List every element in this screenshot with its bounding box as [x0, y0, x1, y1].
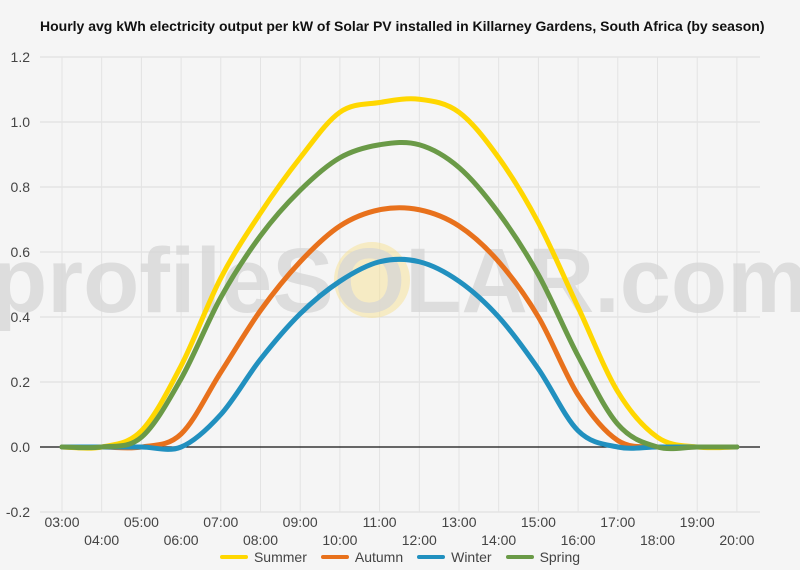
x-tick-label: 03:00: [44, 514, 79, 530]
legend-swatch: [417, 555, 446, 559]
x-tick-label: 06:00: [164, 532, 199, 548]
legend-label: Summer: [253, 549, 307, 565]
x-tick-label: 13:00: [441, 514, 476, 530]
legend-label: Spring: [539, 549, 581, 565]
x-tick-label: 11:00: [363, 514, 397, 530]
x-tick-label: 18:00: [640, 532, 675, 548]
x-tick-label: 10:00: [322, 532, 357, 548]
series-layer: [59, 96, 740, 452]
x-tick-label: 14:00: [481, 532, 516, 548]
legend-label: Autumn: [354, 549, 404, 565]
x-tick-label: 04:00: [84, 532, 119, 548]
series-line-summer: [59, 96, 740, 451]
watermark-layer: profileSOLAR.com: [0, 230, 800, 332]
legend-label: Winter: [451, 549, 492, 565]
x-tick-label: 08:00: [243, 532, 278, 548]
legend-item-winter: Winter: [417, 549, 492, 565]
series-line-winter: [59, 256, 740, 452]
y-tick-label: 0.6: [11, 244, 31, 260]
legend-item-spring: Spring: [505, 549, 581, 565]
legend-swatch: [219, 555, 248, 559]
x-tick-label: 09:00: [283, 514, 318, 530]
y-tick-label: 1.2: [11, 49, 31, 65]
x-tick-label: 12:00: [402, 532, 437, 548]
series-line-spring: [59, 140, 740, 452]
watermark: profileSOLAR.com: [0, 230, 800, 332]
legend-item-autumn: Autumn: [320, 549, 404, 565]
legend-item-summer: Summer: [219, 549, 307, 565]
x-tick-label: 19:00: [680, 514, 715, 530]
chart-title: Hourly avg kWh electricity output per kW…: [40, 18, 765, 34]
y-tick-label: 1.0: [11, 114, 31, 130]
y-tick-label: 0.0: [11, 439, 31, 455]
legend-swatch: [320, 555, 349, 559]
chart-legend: Summer Autumn Winter Spring: [0, 549, 800, 565]
x-tick-label: 17:00: [600, 514, 635, 530]
x-tick-label: 16:00: [561, 532, 596, 548]
legend-swatch: [505, 555, 534, 559]
y-tick-label: 0.8: [11, 179, 31, 195]
x-tick-label: 15:00: [521, 514, 556, 530]
x-tick-label: 05:00: [124, 514, 159, 530]
x-tick-label: 20:00: [719, 532, 754, 548]
x-tick-label: 07:00: [203, 514, 238, 530]
y-tick-label: 0.2: [11, 374, 31, 390]
y-tick-label: 0.4: [11, 309, 31, 325]
y-tick-label: -0.2: [6, 504, 30, 520]
series-line-autumn: [59, 205, 740, 451]
